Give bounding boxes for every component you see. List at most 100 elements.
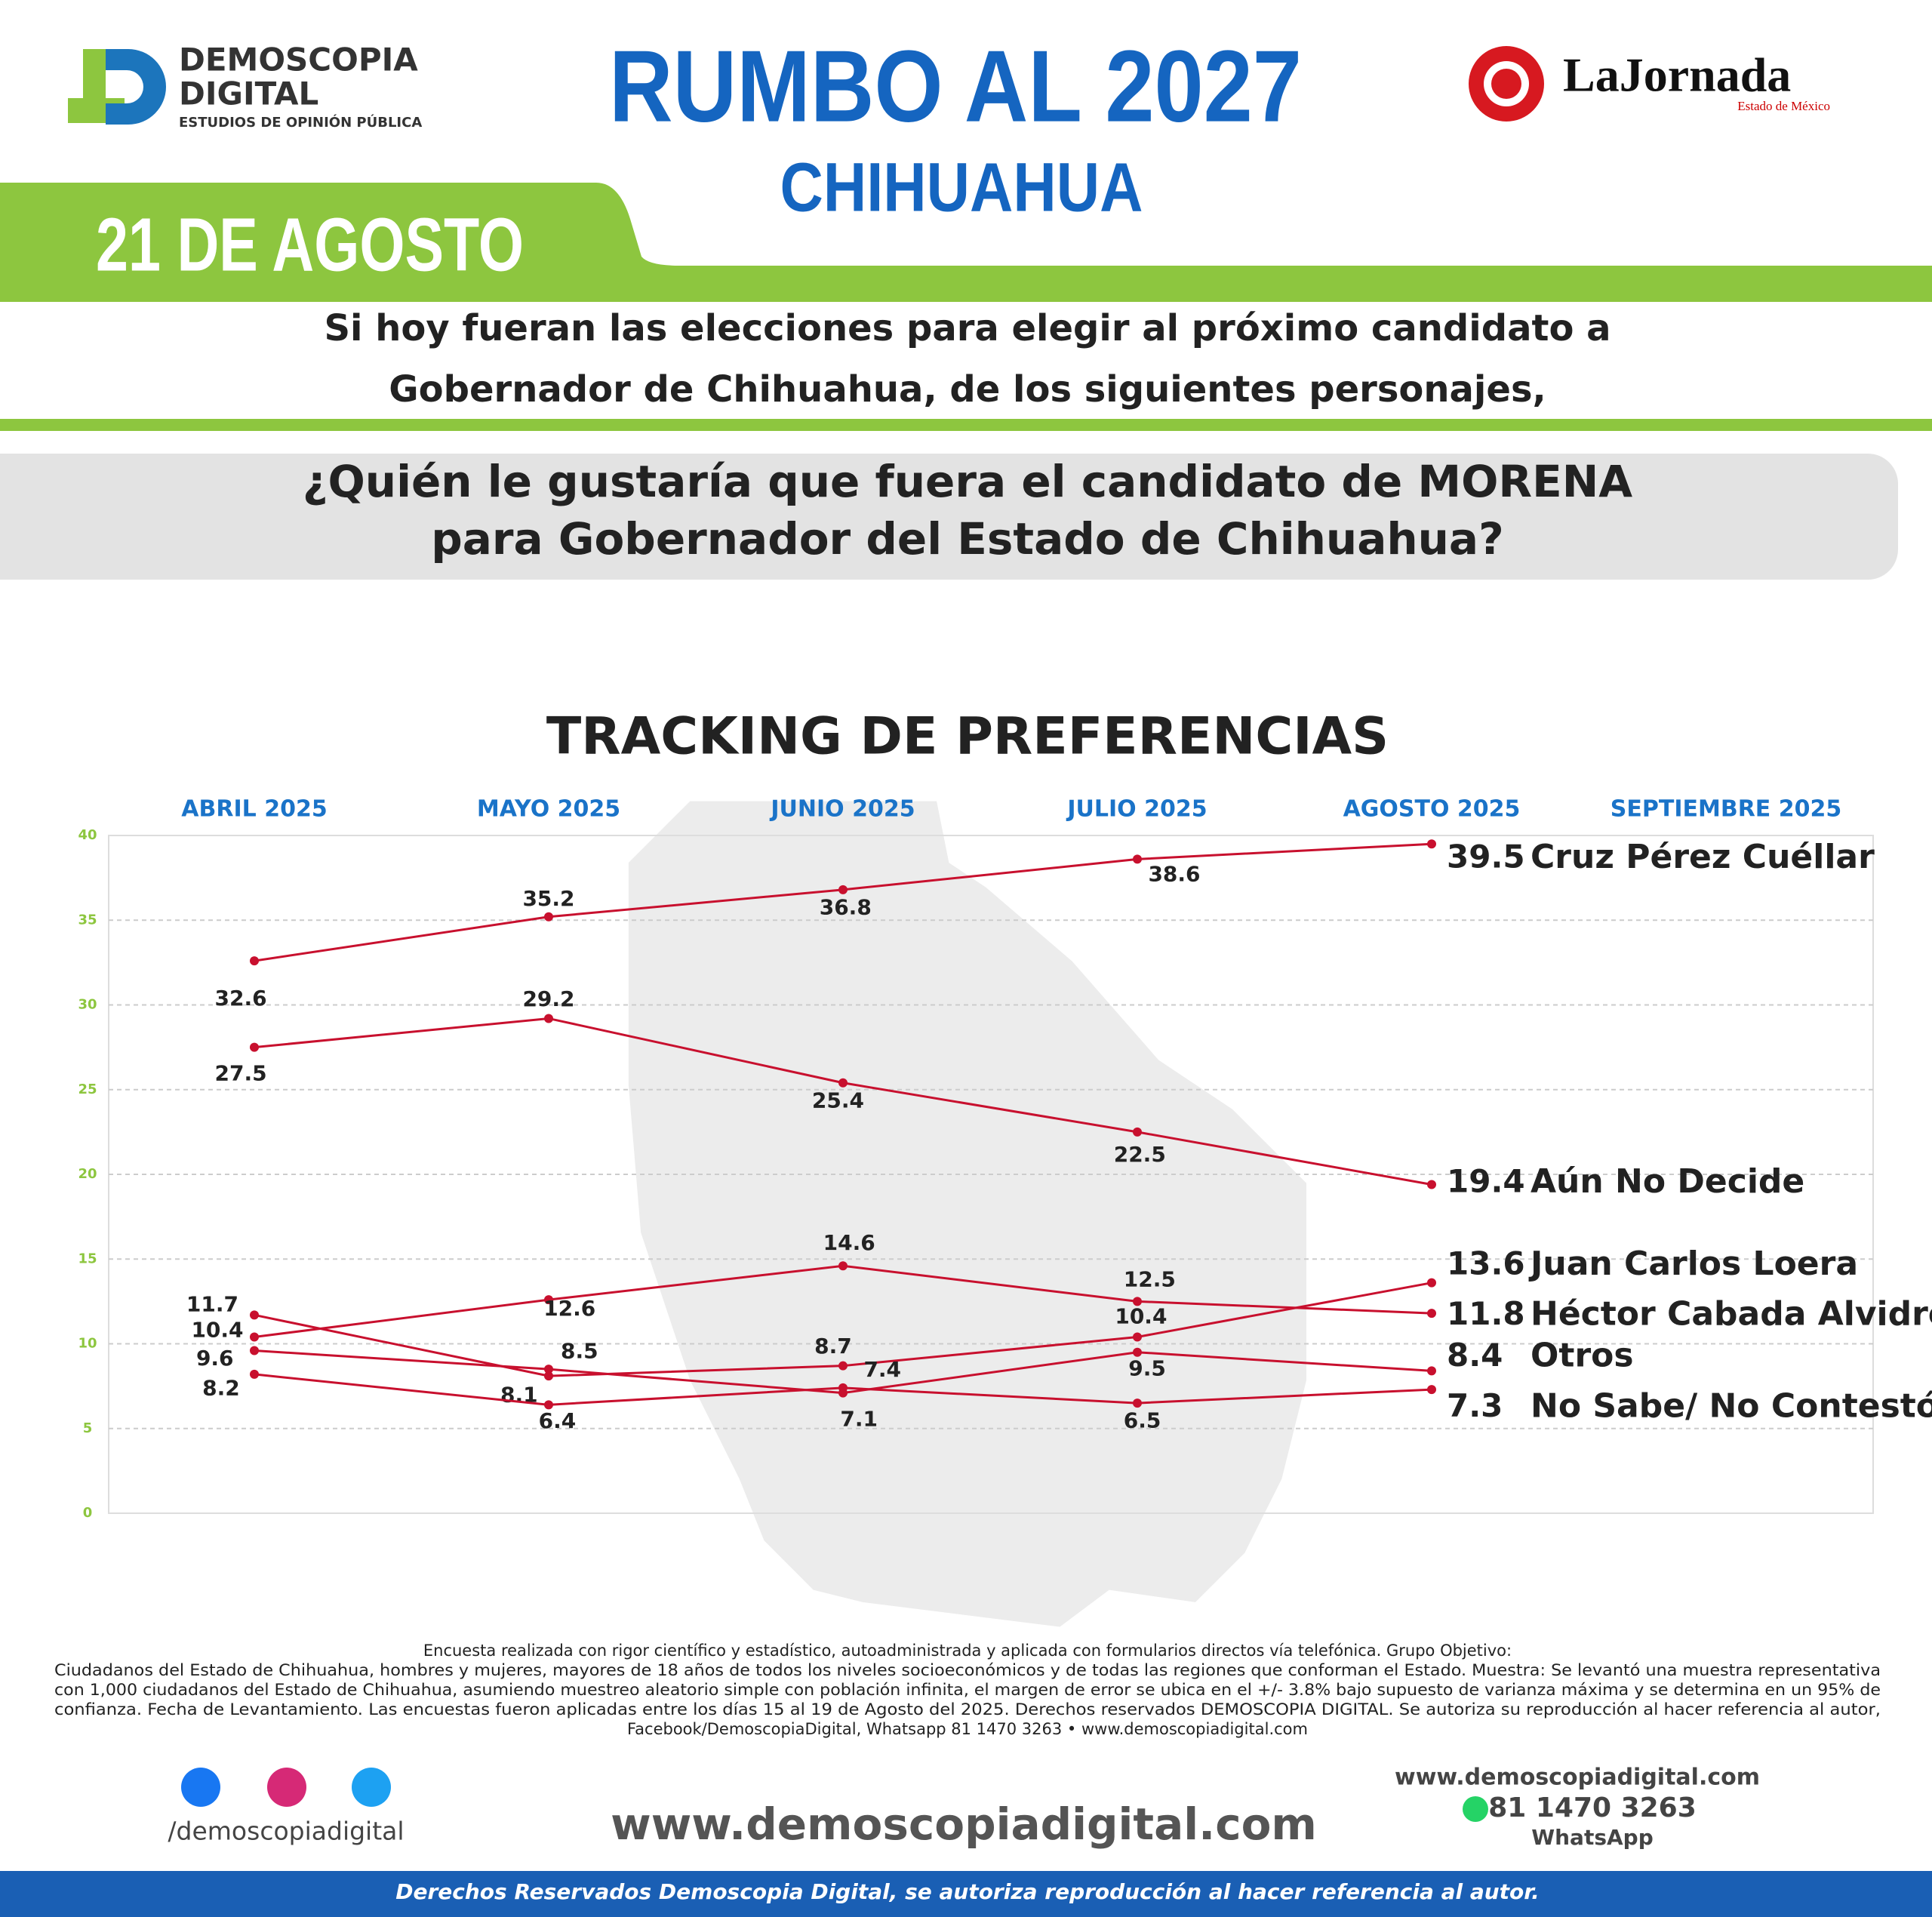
value-label: 9.6 bbox=[196, 1346, 234, 1371]
x-tick-label: JULIO 2025 bbox=[1066, 796, 1207, 823]
value-label: 12.5 bbox=[1124, 1267, 1176, 1292]
method-line: Facebook/DemoscopiaDigital, Whatsapp 81 … bbox=[627, 1720, 1308, 1738]
value-label: 10.4 bbox=[191, 1317, 243, 1342]
intro-line: Gobernador de Chihuahua, de los siguient… bbox=[389, 368, 1546, 411]
title: RUMBO AL 2027 bbox=[609, 29, 1302, 143]
legend-label: Aún No Decide bbox=[1531, 1162, 1804, 1201]
end-value-label: 39.5 bbox=[1447, 838, 1525, 875]
question-box bbox=[0, 454, 1898, 580]
brand: DEMOSCOPIA bbox=[179, 42, 418, 78]
legend-label: No Sabe/ No Contestó bbox=[1531, 1387, 1932, 1426]
value-label: 38.6 bbox=[1148, 862, 1200, 887]
value-label: 8.5 bbox=[561, 1338, 598, 1363]
point bbox=[1427, 1366, 1436, 1376]
partner-sub: Estado de México bbox=[1737, 99, 1830, 113]
y-tick-label: 5 bbox=[83, 1420, 93, 1436]
end-value-label: 13.6 bbox=[1447, 1245, 1525, 1282]
subtitle: CHIHUAHUA bbox=[780, 149, 1143, 226]
rights-bar bbox=[0, 1871, 1932, 1917]
chart-title: TRACKING DE PREFERENCIAS bbox=[546, 707, 1389, 767]
point bbox=[250, 1332, 259, 1342]
point bbox=[250, 956, 259, 966]
partner: LaJornada bbox=[1563, 48, 1791, 102]
point bbox=[544, 1014, 553, 1023]
value-label: 32.6 bbox=[214, 986, 266, 1011]
y-tick-label: 20 bbox=[78, 1166, 97, 1182]
method-line: Encuesta realizada con rigor científico … bbox=[423, 1642, 1512, 1660]
point bbox=[838, 885, 848, 894]
point bbox=[838, 1078, 848, 1088]
state-map bbox=[628, 801, 1306, 1627]
point bbox=[250, 1369, 259, 1379]
point bbox=[838, 1361, 848, 1371]
y-tick-label: 25 bbox=[78, 1082, 97, 1097]
logo-icon bbox=[68, 49, 166, 125]
date-band bbox=[0, 183, 1932, 302]
point bbox=[1427, 839, 1436, 849]
point bbox=[250, 1346, 259, 1355]
rights: Derechos Reservados Demoscopia Digital, … bbox=[395, 1879, 1540, 1904]
end-value-label: 19.4 bbox=[1447, 1162, 1525, 1199]
legend-label: Héctor Cabada Alvidrez bbox=[1531, 1294, 1932, 1333]
x-tick-label: JUNIO 2025 bbox=[769, 796, 915, 823]
value-label: 8.7 bbox=[814, 1334, 852, 1359]
whatsapp: WhatsApp bbox=[1531, 1825, 1654, 1850]
legend-label: Juan Carlos Loera bbox=[1528, 1245, 1858, 1283]
value-label: 35.2 bbox=[522, 886, 574, 911]
method-line: confianza. Fecha de Levantamiento. Las e… bbox=[54, 1700, 1881, 1719]
point bbox=[250, 1042, 259, 1052]
value-label: 8.2 bbox=[202, 1376, 240, 1401]
partner-logo bbox=[1469, 46, 1544, 122]
x-tick-label: MAYO 2025 bbox=[477, 796, 620, 823]
point bbox=[838, 1383, 848, 1392]
x-tick-label: AGOSTO 2025 bbox=[1343, 796, 1521, 823]
social-handle: /demoscopiadigital bbox=[168, 1817, 404, 1846]
y-tick-label: 40 bbox=[78, 827, 97, 843]
x-tick-label: ABRIL 2025 bbox=[181, 796, 327, 823]
website: www.demoscopiadigital.com bbox=[611, 1799, 1317, 1850]
value-label: 12.6 bbox=[543, 1296, 595, 1321]
legend-label: Cruz Pérez Cuéllar bbox=[1531, 838, 1875, 876]
point bbox=[1133, 1297, 1142, 1306]
phone: 81 1470 3263 bbox=[1488, 1792, 1697, 1823]
website-small: www.demoscopiadigital.com bbox=[1395, 1765, 1760, 1791]
point bbox=[1133, 854, 1142, 864]
end-value-label: 7.3 bbox=[1447, 1387, 1503, 1424]
point bbox=[1427, 1309, 1436, 1319]
value-label: 14.6 bbox=[823, 1230, 875, 1255]
value-label: 7.4 bbox=[863, 1357, 901, 1382]
value-label: 22.5 bbox=[1114, 1142, 1166, 1167]
date: 21 DE AGOSTO bbox=[96, 202, 524, 287]
point bbox=[544, 912, 553, 922]
value-label: 36.8 bbox=[820, 894, 872, 919]
y-tick-label: 15 bbox=[78, 1251, 97, 1266]
end-value-label: 8.4 bbox=[1447, 1337, 1503, 1374]
point bbox=[1427, 1278, 1436, 1288]
value-label: 11.7 bbox=[186, 1291, 238, 1316]
value-label: 29.2 bbox=[522, 986, 574, 1011]
end-value-label: 11.8 bbox=[1447, 1295, 1525, 1332]
value-label: 6.4 bbox=[539, 1408, 577, 1433]
point bbox=[1133, 1399, 1142, 1408]
point bbox=[1427, 1180, 1436, 1189]
y-tick-label: 0 bbox=[83, 1505, 93, 1521]
point bbox=[544, 1295, 553, 1305]
x-tick-label: SEPTIEMBRE 2025 bbox=[1611, 796, 1841, 823]
tagline: ESTUDIOS DE OPINIÓN PÚBLICA bbox=[179, 114, 422, 131]
value-label: 7.1 bbox=[840, 1407, 878, 1432]
point bbox=[1133, 1332, 1142, 1342]
point bbox=[544, 1365, 553, 1374]
y-tick-label: 35 bbox=[78, 912, 97, 928]
point bbox=[250, 1310, 259, 1320]
y-tick-label: 10 bbox=[78, 1336, 97, 1352]
brand2: DIGITAL bbox=[179, 75, 318, 112]
method-line: con 1,000 ciudadanos del Estado de Chihu… bbox=[54, 1681, 1881, 1699]
point bbox=[544, 1371, 553, 1381]
value-label: 10.4 bbox=[1115, 1303, 1167, 1328]
point bbox=[838, 1261, 848, 1271]
value-label: 25.4 bbox=[812, 1088, 864, 1112]
question-line: ¿Quién le gustaría que fuera el candidat… bbox=[303, 456, 1632, 507]
point bbox=[1427, 1385, 1436, 1395]
divider bbox=[0, 419, 1932, 431]
